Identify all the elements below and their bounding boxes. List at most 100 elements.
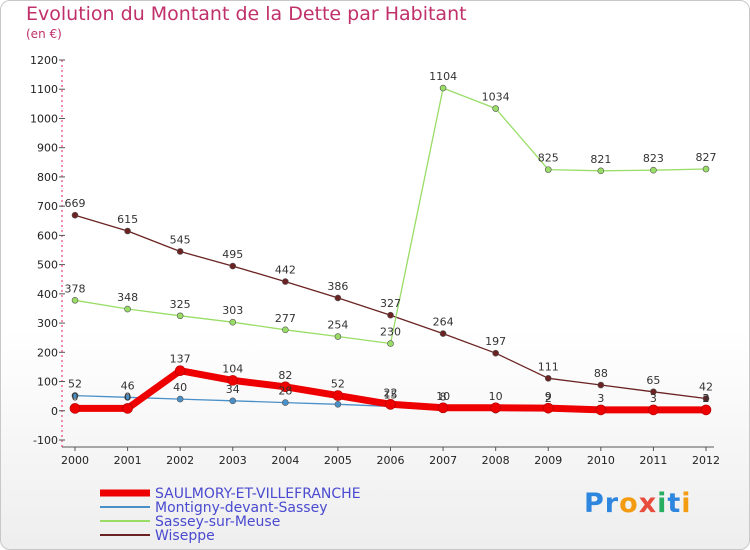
data-label: 15 [384,388,398,401]
data-point [387,311,394,319]
data-point [282,399,289,406]
data-label: 325 [170,298,191,311]
data-point [650,166,657,174]
x-tick-label: 2000 [61,454,89,467]
data-label: 46 [121,379,135,392]
data-point [124,227,131,235]
data-label: 40 [173,381,187,394]
data-label: 52 [68,378,82,391]
x-tick-label: 2004 [271,454,299,467]
data-point [387,340,394,347]
data-label: 495 [222,248,243,261]
data-label: 0 [72,390,79,403]
chart-unit: (en €) [26,27,62,41]
data-point [597,167,605,175]
y-tick-label: -100 [33,434,58,447]
data-point [597,381,605,389]
x-tick-label: 2001 [114,454,142,467]
data-label: 3 [597,392,604,405]
data-label: 378 [65,282,86,295]
legend: SAULMORY-ET-VILLEFRANCHEMontigny-devant-… [100,486,361,544]
data-label: 52 [331,378,345,391]
y-tick-label: 300 [37,317,58,330]
data-point [176,312,184,320]
data-label: 827 [696,151,717,164]
data-point [648,404,659,416]
data-label: 823 [643,152,664,165]
y-tick-label: 0 [51,405,58,418]
data-label: 277 [275,312,296,325]
data-point [227,375,239,386]
x-tick-label: 2002 [166,454,194,467]
data-point [702,395,710,402]
y-tick-label: 100 [37,376,58,389]
y-tick-label: 1100 [30,83,58,96]
data-point [122,403,133,414]
x-tick-label: 2005 [324,454,352,467]
data-point [176,395,184,403]
data-point [174,365,186,377]
data-point [544,375,552,382]
data-point [492,105,499,112]
data-point [71,296,79,304]
data-label: 669 [65,197,86,210]
y-tick-label: 400 [37,288,58,301]
data-point [282,278,289,285]
data-label: 825 [538,152,559,165]
data-label: 1104 [429,70,457,83]
data-point [332,390,344,401]
x-tick-label: 2007 [429,454,457,467]
data-label: 22 [384,386,398,399]
chart-axes: -100010020030040050060070080090010001100… [30,54,720,467]
legend-label: Wiseppe [155,528,215,544]
data-point [280,381,291,393]
data-label: 348 [117,291,138,304]
data-point [700,404,712,416]
x-tick-label: 2006 [377,454,405,467]
x-tick-label: 2003 [219,454,247,467]
logo-letter: o [619,488,639,519]
logo-letter: i [681,488,692,519]
logo-letter: P [584,488,605,519]
data-label: 264 [433,316,454,329]
data-label: 197 [485,335,506,348]
logo-letter: r [604,488,620,519]
data-point [334,333,342,340]
data-label: 303 [222,304,243,317]
data-point [176,248,184,255]
data-label: 88 [594,367,608,380]
data-label: 545 [170,233,191,246]
data-label: 65 [646,374,660,387]
data-label: 3 [703,392,710,405]
data-point [229,318,237,326]
data-point [702,165,710,173]
legend-label: Montigny-devant-Sassey [155,500,327,516]
data-label: 137 [170,353,191,366]
data-label: 2 [545,392,552,405]
chart-title: Evolution du Montant de la Dette par Hab… [26,3,467,25]
data-label: 82 [278,369,292,382]
data-label: 2 [703,392,710,405]
data-label-layer: 669 615 545 495 442 386 327 264 197 111 88 65 42 378 3… [65,70,717,405]
y-tick-label: 1000 [30,112,58,125]
data-point [69,403,81,414]
data-label: 254 [327,319,348,332]
data-point [71,211,79,219]
y-tick-label: 1200 [30,54,58,67]
data-label: 34 [226,383,240,396]
data-label: 3 [650,392,657,405]
data-label: 386 [327,280,348,293]
data-point [282,326,289,334]
data-label: 615 [117,213,138,226]
data-point [334,294,342,302]
y-tick-label: 500 [37,259,58,272]
data-point [650,388,657,396]
series-layer [69,84,712,416]
logo-letter: i [657,488,668,519]
data-label: 10 [436,390,450,403]
data-point [595,404,607,416]
data-point [229,262,237,270]
data-label: 821 [590,153,611,166]
data-label: 111 [538,360,559,373]
